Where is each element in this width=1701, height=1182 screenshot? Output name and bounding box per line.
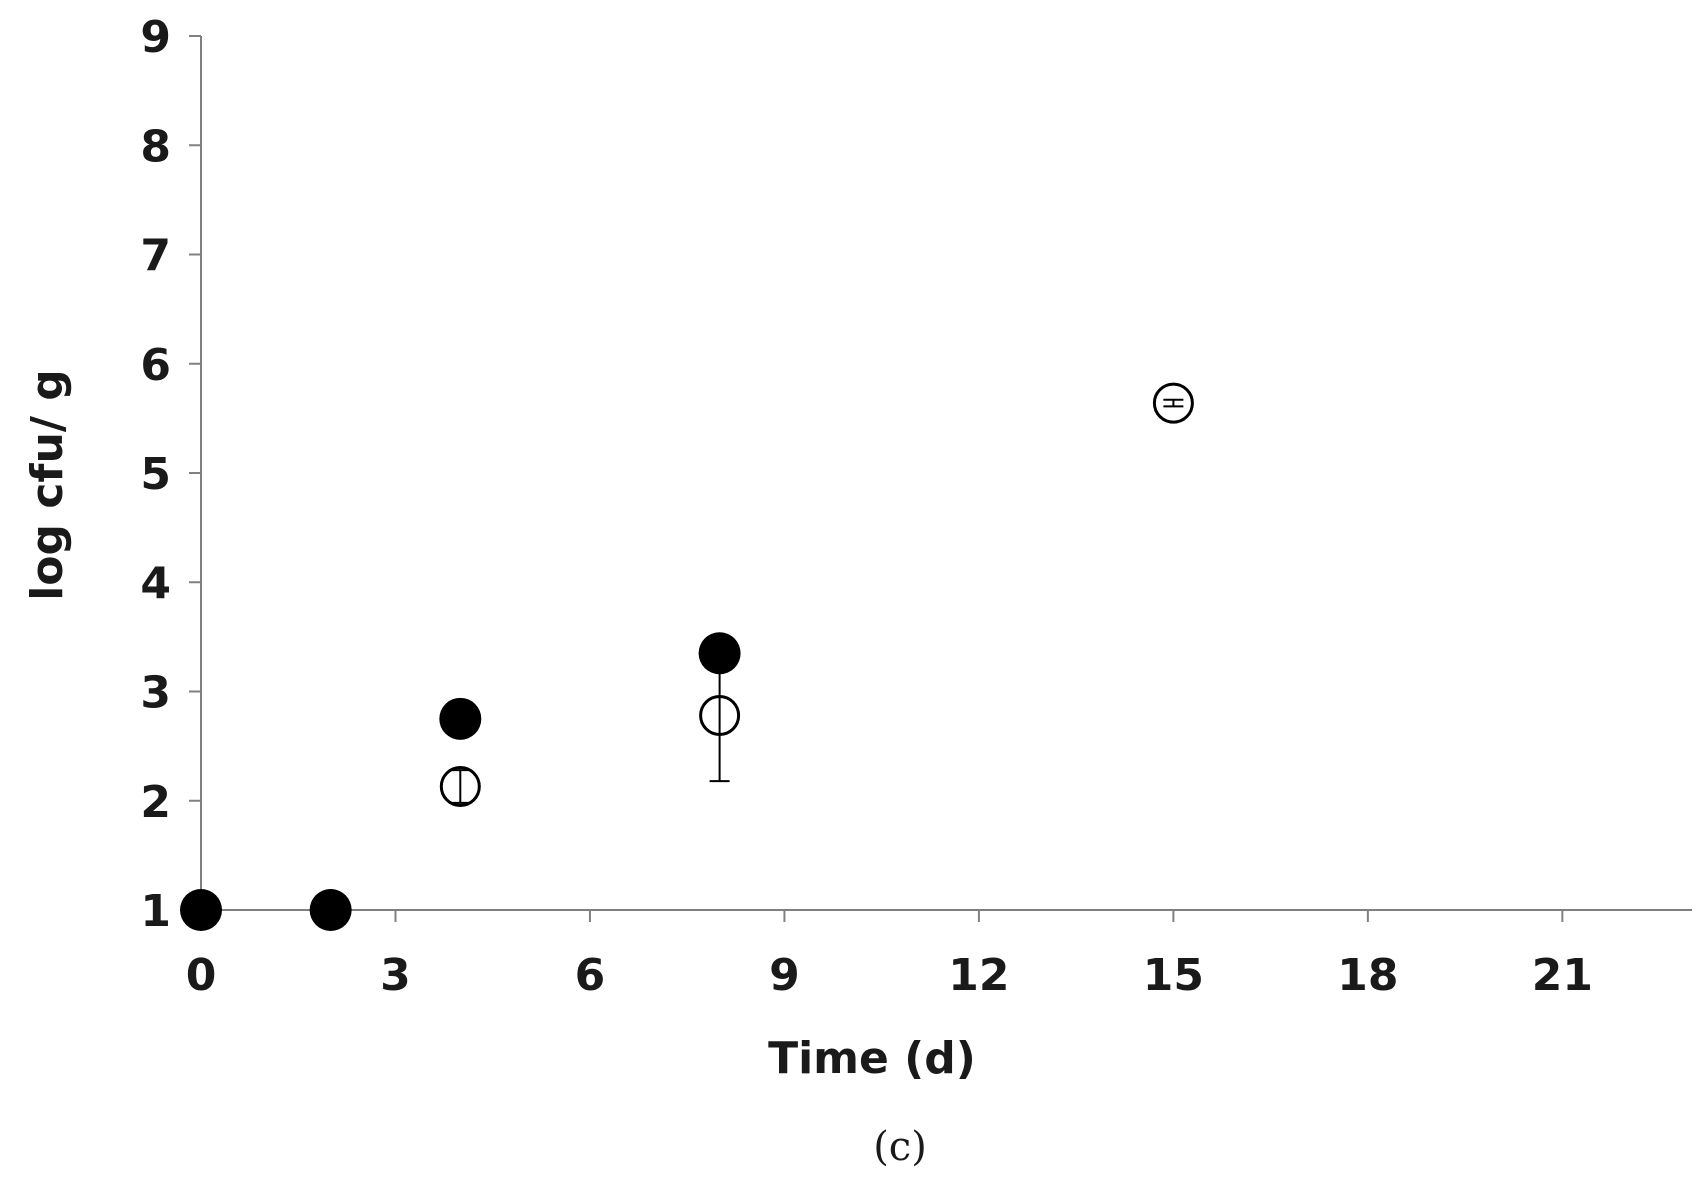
x-tick-label: 3 bbox=[380, 950, 411, 1001]
y-tick-label: 3 bbox=[140, 668, 171, 719]
y-tick-label: 2 bbox=[140, 777, 171, 828]
x-tick-label: 12 bbox=[948, 950, 1009, 1001]
x-axis-title: Time (d) bbox=[768, 1033, 976, 1084]
panel-label: (c) bbox=[873, 1124, 927, 1170]
y-ticks: 1 2 3 4 5 6 7 8 9 bbox=[140, 12, 201, 937]
x-tick-label: 15 bbox=[1143, 950, 1204, 1001]
x-tick-label: 21 bbox=[1532, 950, 1593, 1001]
y-axis-title: log cfu/ g bbox=[22, 369, 73, 601]
x-tick-label: 18 bbox=[1337, 950, 1398, 1001]
y-tick-label: 1 bbox=[140, 886, 171, 937]
y-tick-label: 9 bbox=[140, 12, 171, 63]
y-tick-label: 8 bbox=[140, 121, 171, 172]
x-tick-label: 6 bbox=[575, 950, 606, 1001]
y-tick-label: 4 bbox=[140, 558, 171, 609]
filled-point bbox=[439, 697, 482, 740]
y-tick-label: 7 bbox=[140, 231, 171, 282]
x-tick-label: 0 bbox=[186, 950, 217, 1001]
filled-point bbox=[180, 889, 222, 931]
y-tick-label: 6 bbox=[140, 340, 171, 391]
x-tick-label: 9 bbox=[769, 950, 800, 1001]
axes bbox=[200, 36, 1692, 911]
filled-point bbox=[309, 889, 352, 931]
y-tick-label: 5 bbox=[140, 449, 171, 500]
x-ticks: 0 3 6 9 12 15 18 21 bbox=[186, 910, 1593, 1001]
data-points bbox=[180, 382, 1194, 931]
